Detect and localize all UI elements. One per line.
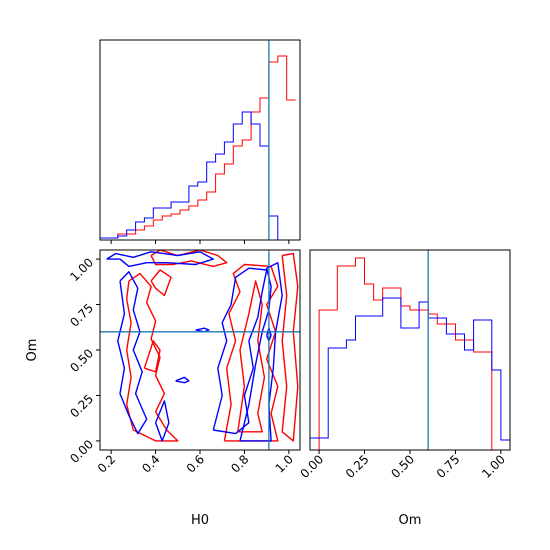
- histogram-om-series-a: [310, 257, 510, 451]
- contour-run-a-3: [143, 340, 161, 373]
- histogram-om-series-b: [310, 297, 510, 441]
- contour-panel: 0.2 0.4 0.6 0.8 1.0 0.00 0.25 0.50 0.75 1.00: [67, 249, 301, 476]
- om-x-tick-label-4: 1.00: [479, 452, 508, 481]
- contour-layer: [106, 250, 299, 442]
- histogram-h0-ticks: [110, 240, 290, 244]
- om-x-tick-label-2: 0.50: [388, 452, 417, 481]
- om-y-tick-label-2: 0.50: [67, 346, 96, 375]
- frame-histogram-h0: [99, 39, 301, 241]
- histogram-h0-step-b: [100, 111, 296, 241]
- contour-run-b-0: [106, 251, 215, 268]
- histogram-om-step-a: [310, 257, 510, 451]
- histogram-om-ticks: 0.00 0.25 0.50 0.75 1.00: [297, 450, 508, 481]
- contour-run-b-1: [117, 271, 148, 435]
- h0-x-tick-label-0: 0.2: [95, 452, 118, 475]
- x-axis-label-h0: H0: [191, 513, 209, 528]
- contour-run-a-1: [125, 272, 179, 442]
- histogram-h0-panel: [99, 39, 301, 244]
- contour-run-b-2: [154, 400, 170, 442]
- om-x-tick-label-0: 0.00: [297, 452, 326, 481]
- h0-x-tick-label-4: 1.0: [273, 452, 296, 475]
- y-axis-label-om: Om: [25, 339, 40, 362]
- h0-x-tick-label-3: 0.8: [228, 452, 251, 475]
- contour-run-b-7: [175, 376, 190, 384]
- histogram-h0-step-a: [100, 55, 296, 239]
- h0-x-tick-label-1: 0.4: [139, 452, 162, 475]
- om-y-tick-label-1: 0.25: [67, 392, 96, 421]
- contour-run-a-2: [150, 269, 172, 297]
- om-y-tick-label-0: 0.00: [67, 437, 96, 466]
- contour-run-a-0: [150, 250, 228, 268]
- h0-x-tick-label-2: 0.6: [184, 452, 207, 475]
- histogram-h0-series-b: [100, 111, 296, 241]
- om-x-tick-label-1: 0.25: [343, 452, 372, 481]
- om-x-tick-label-3: 0.75: [434, 452, 463, 481]
- contour-run-b-5: [266, 327, 272, 342]
- frame-histogram-om: [309, 249, 511, 451]
- contour-run-b-4: [239, 262, 283, 442]
- histogram-om-step-b: [310, 297, 510, 441]
- contour-run-a-6: [281, 252, 299, 442]
- histogram-om-panel: 0.00 0.25 0.50 0.75 1.00: [297, 249, 511, 481]
- om-y-tick-label-3: 0.75: [67, 301, 96, 330]
- contour-run-a-5: [237, 280, 266, 433]
- histogram-h0-series-a: [100, 55, 296, 239]
- x-axis-label-om: Om: [399, 513, 422, 528]
- om-y-tick-label-4: 1.00: [67, 255, 96, 284]
